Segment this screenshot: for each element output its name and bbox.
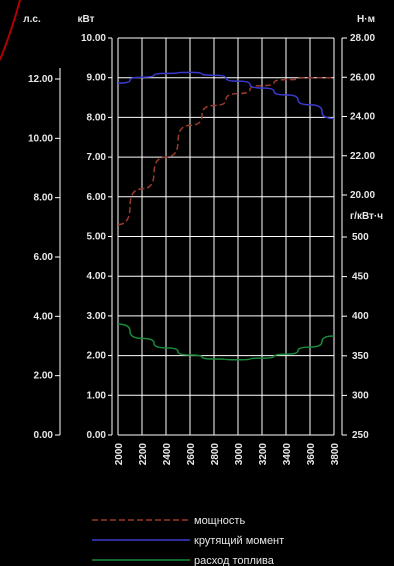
kw-tick-label: 3.00 [87, 311, 107, 322]
x-tick-label: 3600 [306, 443, 317, 466]
torque-tick-label: 26.00 [350, 72, 375, 83]
x-tick-label: 2800 [210, 443, 221, 466]
hp-tick-label: 2.00 [34, 371, 54, 382]
hp-tick-label: 4.00 [34, 311, 54, 322]
fuel-tick-label: 500 [352, 232, 369, 243]
x-tick-label: 2400 [162, 443, 173, 466]
kw-tick-label: 2.00 [87, 351, 107, 362]
x-tick-label: 2200 [138, 443, 149, 466]
kw-tick-label: 6.00 [87, 192, 107, 203]
hp-tick-label: 10.00 [28, 133, 53, 144]
x-tick-label: 3200 [258, 443, 269, 466]
hp-tick-label: 6.00 [34, 252, 54, 263]
chart-series [117, 71, 335, 361]
x-tick-label: 2000 [114, 443, 125, 466]
kw-tick-label: 1.00 [87, 390, 107, 401]
plot-grid [117, 37, 335, 436]
series-line [117, 71, 335, 120]
kw-tick-label: 7.00 [87, 152, 107, 163]
fuel-tick-label: 400 [352, 311, 369, 322]
hp-axis-unit: л.с. [23, 14, 41, 25]
legend-label: крутящий момент [194, 535, 284, 547]
torque-axis-unit: Н·м [357, 14, 375, 25]
torque-tick-label: 28.00 [350, 33, 375, 44]
kw-tick-label: 5.00 [87, 232, 107, 243]
hp-tick-label: 8.00 [34, 193, 54, 204]
series-line [117, 323, 335, 361]
series-line [117, 76, 334, 226]
kw-axis-unit: кВт [78, 14, 95, 25]
legend-label: мощность [194, 515, 245, 527]
fuel-tick-label: 350 [352, 351, 369, 362]
torque-tick-label: 20.00 [350, 190, 375, 201]
fuel-axis-unit: г/кВт·ч [350, 211, 383, 222]
x-tick-label: 3800 [330, 443, 341, 466]
kw-tick-label: 10.00 [81, 33, 106, 44]
kw-tick-label: 4.00 [87, 271, 107, 282]
x-tick-label: 3000 [234, 443, 245, 466]
fuel-tick-label: 450 [352, 272, 369, 283]
x-tick-label: 2600 [186, 443, 197, 466]
x-tick-label: 3400 [282, 443, 293, 466]
chart-axes: 0.00 2.00 4.00 6.00 8.00 10.00 12.00 л.с. 0.00 1.… [23, 14, 383, 465]
kw-tick-label: 9.00 [87, 73, 107, 84]
fuel-tick-label: 250 [352, 430, 369, 441]
hp-tick-label: 0.00 [34, 430, 54, 441]
torque-tick-label: 24.00 [350, 112, 375, 123]
legend-label: расход топлива [194, 555, 275, 566]
kw-tick-label: 8.00 [87, 112, 107, 123]
corner-accent-stroke [0, 0, 21, 61]
fuel-tick-label: 300 [352, 390, 369, 401]
hp-tick-label: 12.00 [28, 74, 53, 85]
torque-tick-label: 22.00 [350, 151, 375, 162]
chart-legend: мощность крутящий момент расход топлива [92, 515, 284, 566]
kw-tick-label: 0.00 [87, 430, 107, 441]
